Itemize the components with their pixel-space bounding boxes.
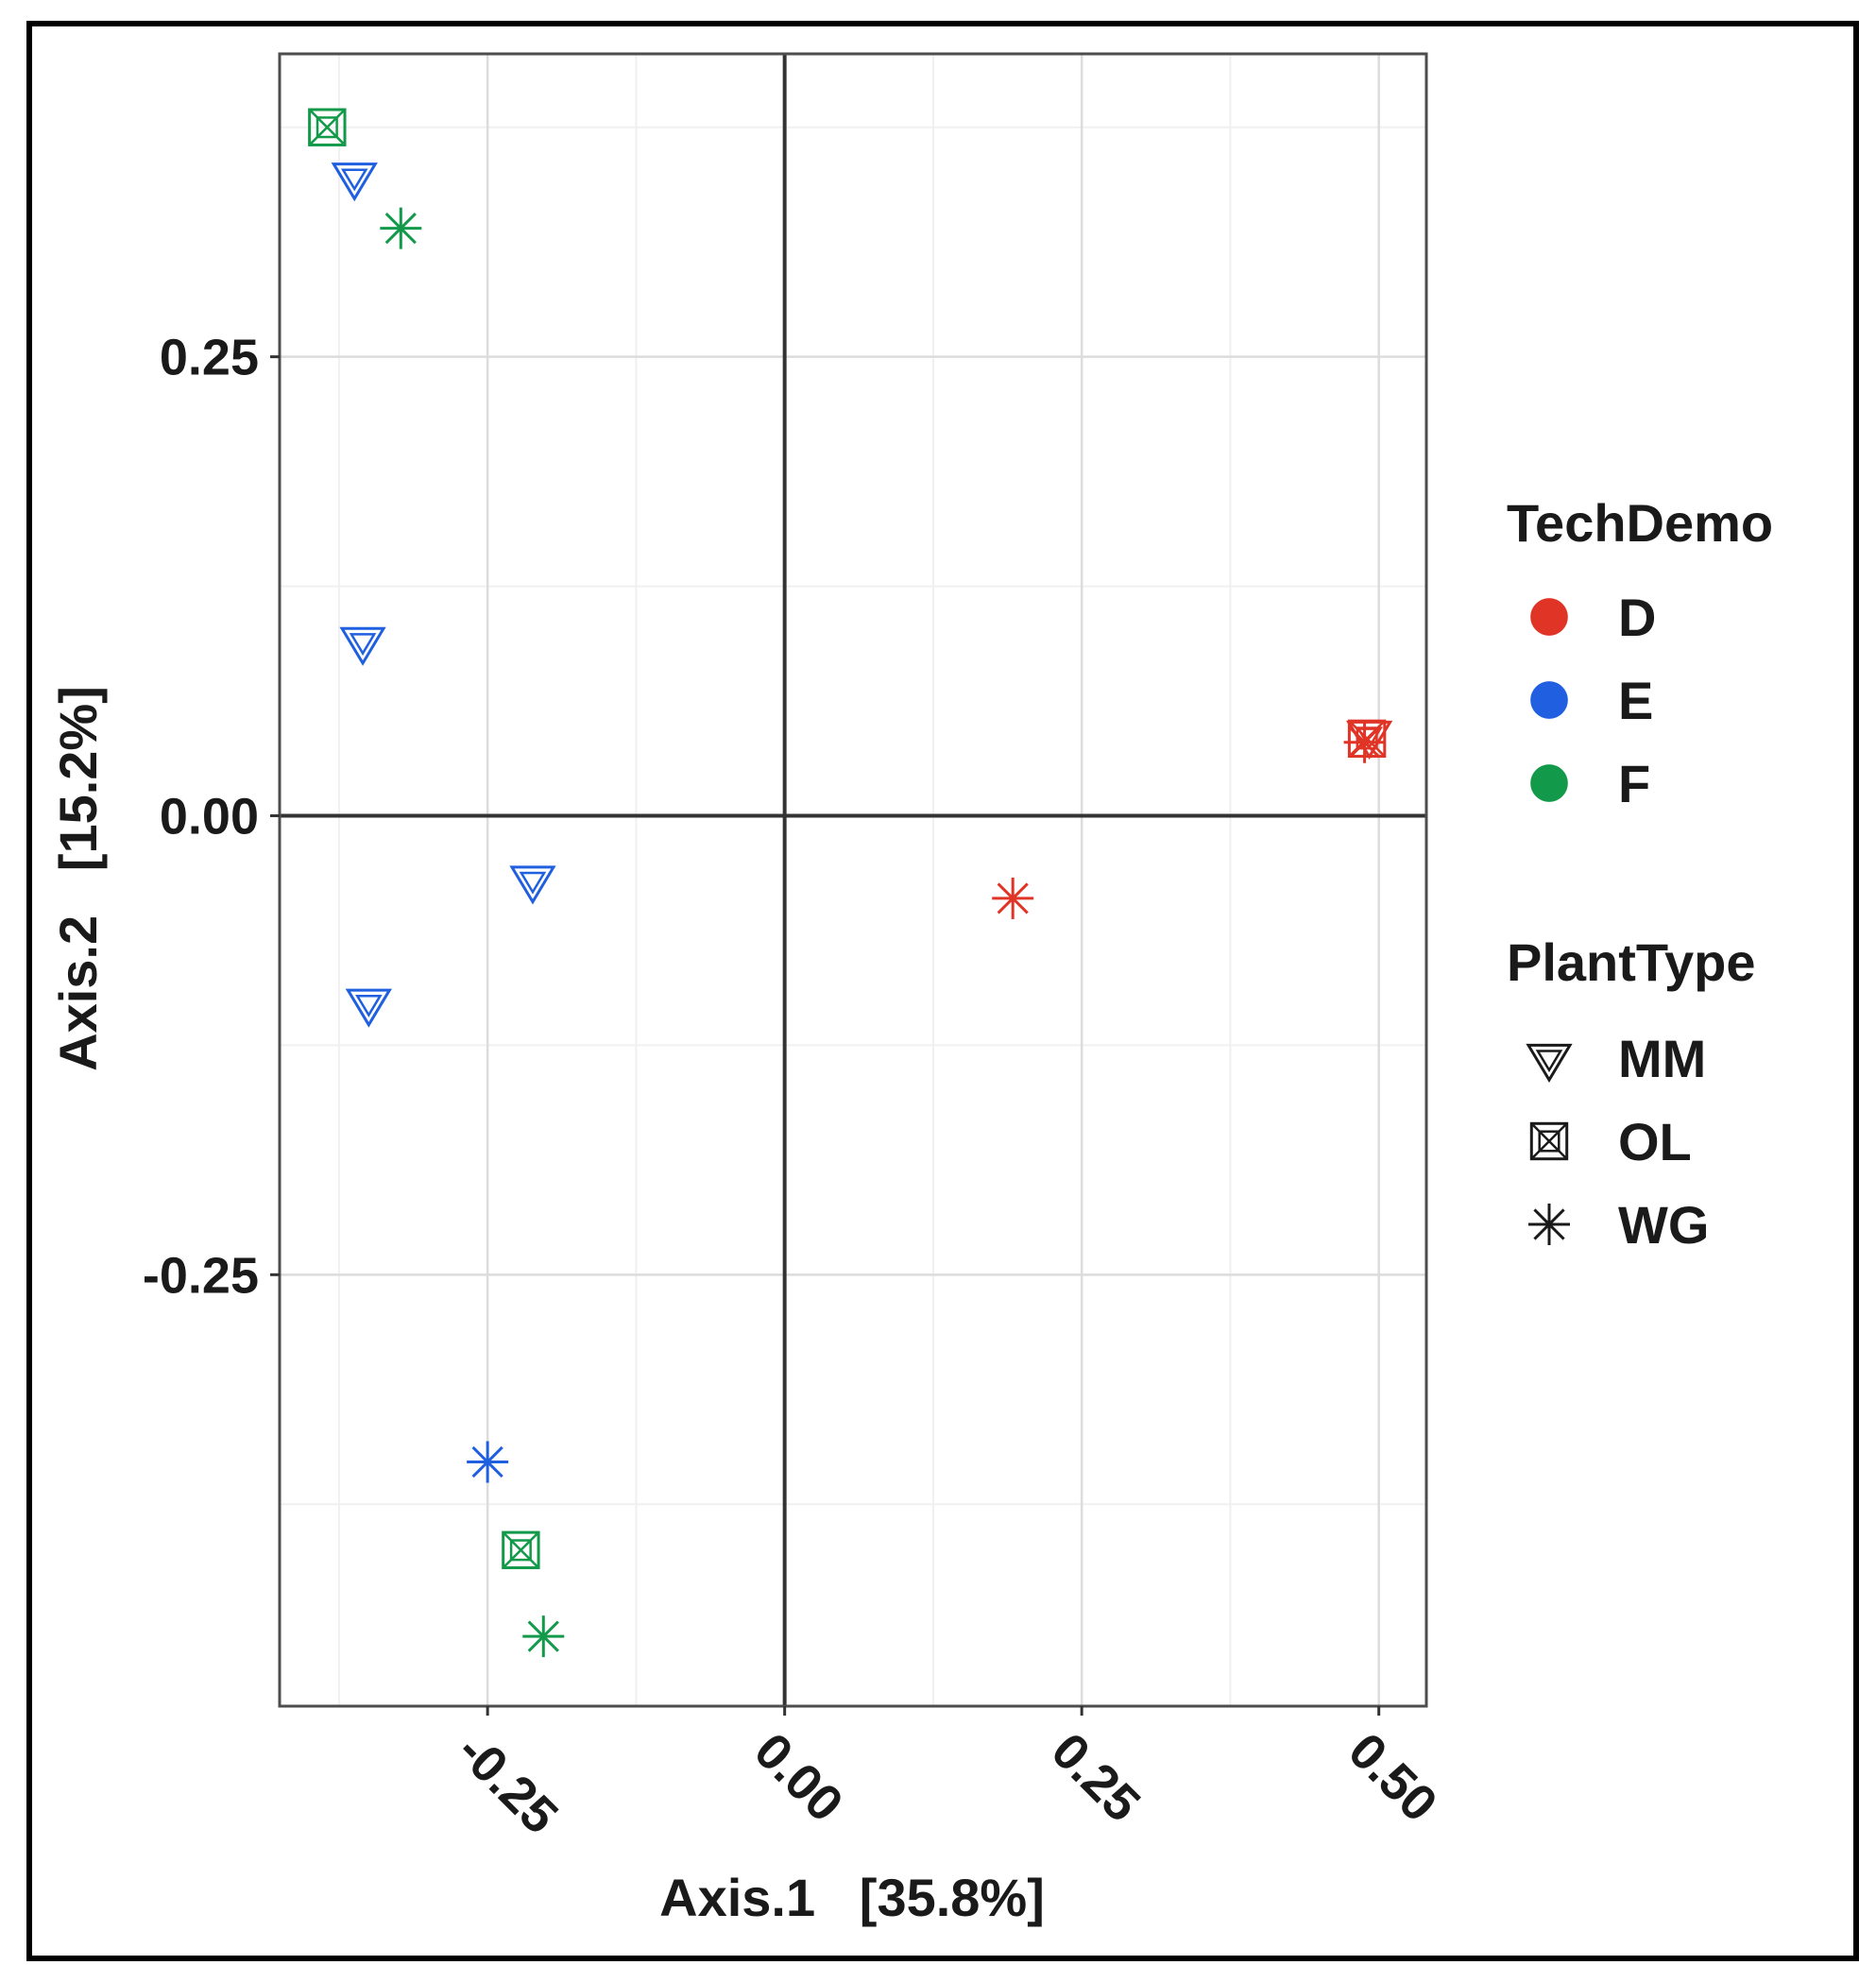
y-tick-label: 0.00 (160, 788, 259, 845)
legend-planttype-label: WG (1618, 1195, 1709, 1255)
legend-techdemo-key-d (1530, 598, 1568, 636)
x-axis-ticks: -0.25 0.00 0.25 0.50 (447, 1706, 1448, 1845)
plot-panel (278, 52, 1428, 1708)
legend-techdemo: TechDemo DEF (1507, 493, 1773, 813)
data-point-e-mm (339, 626, 386, 666)
x-tick-label: -0.25 (447, 1722, 569, 1844)
legend-planttype: PlantType MM OL WG (1507, 932, 1755, 1255)
y-axis-ticks: -0.25 0.00 0.25 (143, 330, 280, 1304)
x-axis-title: Axis.1 [35.8%] (659, 1868, 1045, 1927)
legend-planttype-label: MM (1618, 1029, 1706, 1088)
legend-planttype-label: OL (1618, 1112, 1692, 1171)
y-axis-title: Axis.2 [15.2%] (48, 686, 108, 1071)
data-point-e-mm (331, 162, 378, 202)
legend-techdemo-key-f (1530, 764, 1568, 802)
data-point-f-ol (308, 108, 347, 146)
plot-background (280, 54, 1426, 1706)
x-tick-label: 0.00 (743, 1722, 854, 1833)
legend-planttype-key-mm (1526, 1043, 1573, 1084)
legend-techdemo-title: TechDemo (1507, 493, 1773, 553)
plot-border (278, 52, 1428, 1708)
data-point-e-wg (467, 1441, 509, 1483)
data-point-f-ol (502, 1530, 540, 1570)
data-points (308, 108, 1393, 1658)
legend-techdemo-key-e (1530, 681, 1568, 719)
legend-techdemo-label: E (1618, 671, 1653, 730)
data-point-f-wg (380, 207, 422, 249)
x-tick-label: 0.25 (1041, 1722, 1151, 1833)
legend-techdemo-label: D (1618, 588, 1656, 647)
data-point-f-wg (522, 1615, 565, 1658)
legend-planttype-key-ol (1529, 1121, 1569, 1161)
y-tick-label: 0.25 (160, 330, 259, 386)
y-tick-label: -0.25 (143, 1247, 259, 1304)
legend-techdemo-label: F (1618, 754, 1650, 813)
data-point-d-wg (992, 877, 1034, 919)
legend-planttype-key-wg (1528, 1204, 1570, 1245)
x-tick-label: 0.50 (1338, 1722, 1448, 1833)
data-point-e-mm (345, 988, 392, 1028)
legend-planttype-title: PlantType (1507, 932, 1755, 992)
data-point-e-mm (509, 865, 556, 905)
data-point-d-wg (1343, 721, 1386, 763)
